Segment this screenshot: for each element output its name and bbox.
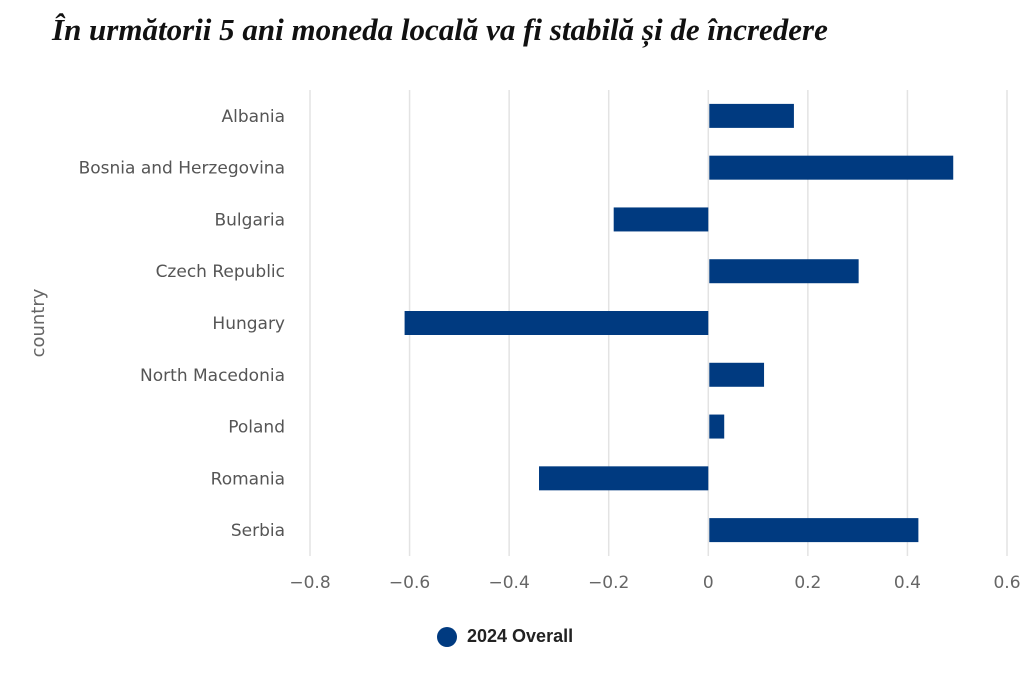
- x-tick-label: −0.4: [489, 573, 530, 593]
- legend[interactable]: 2024 Overall: [437, 626, 573, 647]
- bar-bosnia-and-herzegovina[interactable]: [709, 155, 954, 180]
- chart-title: În următorii 5 ani moneda locală va fi s…: [52, 12, 828, 47]
- bar-bulgaria[interactable]: [613, 207, 709, 232]
- x-tick-label: 0.6: [993, 573, 1020, 593]
- legend-marker: [437, 626, 457, 647]
- category-label: Hungary: [212, 314, 285, 334]
- bar-albania[interactable]: [709, 103, 794, 128]
- category-label: Serbia: [231, 521, 285, 541]
- x-tick-labels: −0.8 −0.6 −0.4 −0.2 0 0.2 0.4 0.6: [289, 573, 1020, 593]
- x-tick-label: 0: [703, 573, 714, 593]
- bar-czech-republic[interactable]: [709, 259, 859, 284]
- bar-north-macedonia[interactable]: [709, 362, 765, 387]
- x-tick-label: −0.6: [389, 573, 430, 593]
- category-label: Albania: [222, 107, 285, 127]
- category-label: Czech Republic: [156, 262, 285, 282]
- category-label: Romania: [211, 469, 285, 489]
- bar-poland[interactable]: [709, 414, 725, 439]
- y-axis-title: country: [28, 288, 49, 357]
- bars: [404, 103, 954, 543]
- x-tick-label: 0.4: [894, 573, 921, 593]
- bar-serbia[interactable]: [709, 518, 919, 543]
- legend-label: 2024 Overall: [467, 626, 574, 646]
- category-label: Bosnia and Herzegovina: [79, 159, 285, 179]
- bar-romania[interactable]: [539, 466, 709, 491]
- x-tick-label: −0.8: [289, 573, 330, 593]
- category-labels: Albania Bosnia and Herzegovina Bulgaria Cze…: [79, 107, 285, 541]
- x-tick-label: 0.2: [794, 573, 821, 593]
- category-label: Poland: [228, 418, 285, 438]
- x-tick-label: −0.2: [588, 573, 629, 593]
- category-label: North Macedonia: [140, 366, 285, 386]
- category-label: Bulgaria: [215, 210, 286, 230]
- bar-hungary[interactable]: [404, 311, 709, 335]
